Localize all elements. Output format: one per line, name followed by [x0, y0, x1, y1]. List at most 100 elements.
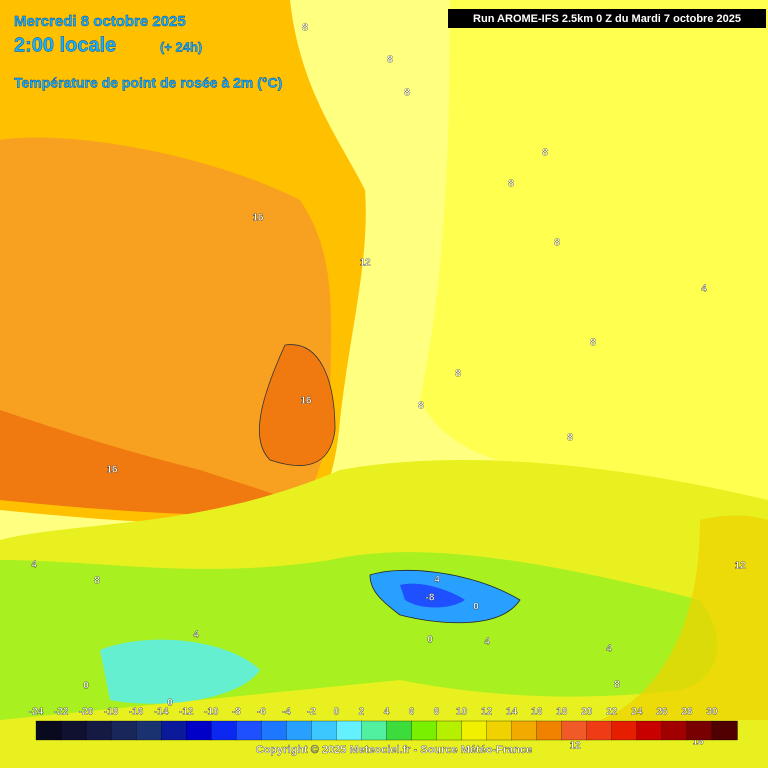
- colorbar-swatch: [536, 720, 563, 741]
- contour-label: 16: [300, 396, 312, 407]
- colorbar-label: -12: [179, 707, 194, 718]
- contour-label: 8: [94, 576, 100, 587]
- colorbar-swatch: [236, 720, 262, 741]
- colorbar-label: 20: [581, 707, 593, 718]
- colorbar-label: 12: [481, 707, 493, 718]
- colorbar-swatch: [436, 720, 463, 741]
- contour-label: 0: [83, 681, 89, 692]
- colorbar-label: 10: [456, 707, 468, 718]
- colorbar-label: -22: [54, 707, 69, 718]
- colorbar-label: -10: [204, 707, 219, 718]
- contour-label: 12: [734, 561, 746, 572]
- contour-label: 0: [167, 698, 173, 709]
- contour-label: 8: [455, 369, 461, 380]
- contour-label: 0: [427, 635, 433, 646]
- colorbar-swatch: [461, 720, 488, 741]
- colorbar-label: 26: [656, 707, 668, 718]
- colorbar-label: -4: [282, 707, 291, 718]
- colorbar-swatch: [336, 720, 363, 741]
- contour-label: 8: [418, 401, 424, 412]
- colorbar-swatch: [611, 720, 638, 741]
- colorbar-swatch: [711, 720, 738, 741]
- colorbar-label: -20: [79, 707, 94, 718]
- colorbar-swatch: [311, 720, 338, 741]
- colorbar-label: -14: [154, 707, 169, 718]
- time: 2:00 locale: [14, 34, 116, 56]
- contour-label: 16: [692, 737, 704, 748]
- colorbar-label: -2: [307, 707, 316, 718]
- colorbar-label: -8: [232, 707, 241, 718]
- colorbar-label: 2: [359, 707, 365, 718]
- colorbar-swatch: [361, 720, 388, 741]
- contour-label: 8: [302, 23, 308, 34]
- contour-label: 8: [614, 680, 620, 691]
- contour-label: 12: [359, 258, 371, 269]
- contour-label: -8: [426, 593, 435, 604]
- contour-label: 16: [252, 213, 264, 224]
- colorbar-label: 24: [631, 707, 643, 718]
- contour-label: 4: [484, 637, 490, 648]
- colorbar-swatch: [686, 720, 713, 741]
- colorbar-label: 8: [434, 707, 440, 718]
- contour-label: 4: [701, 284, 707, 295]
- colorbar-label: -6: [257, 707, 266, 718]
- contour-label: 8: [554, 238, 560, 249]
- contour-label: 4: [193, 630, 199, 641]
- colorbar-swatch: [110, 720, 137, 741]
- colorbar-label: 22: [606, 707, 618, 718]
- copyright: Copyright © 2025 Meteociel.fr - Source M…: [256, 744, 532, 756]
- colorbar-label: 0: [334, 707, 340, 718]
- cold-west: [100, 639, 260, 704]
- contour-label: 8: [542, 148, 548, 159]
- colorbar-label: 4: [384, 707, 390, 718]
- colorbar-swatch: [386, 720, 413, 741]
- contour-label: 8: [590, 338, 596, 349]
- warm-patch: [259, 344, 336, 466]
- sea-warm: [0, 137, 332, 517]
- colorbar-label: -18: [104, 707, 119, 718]
- date: Mercredi 8 octobre 2025: [14, 13, 186, 30]
- east-warm: [600, 515, 768, 720]
- contour-label: 8: [404, 88, 410, 99]
- colorbar-swatch: [35, 720, 62, 741]
- colorbar-swatch: [561, 720, 588, 741]
- contour-label: 4: [434, 575, 440, 586]
- colorbar-label: 28: [681, 707, 693, 718]
- colorbar-swatch: [511, 720, 538, 741]
- contour-label: 8: [508, 179, 514, 190]
- colorbar-swatch: [211, 720, 237, 741]
- contour-label: 0: [473, 602, 479, 613]
- sea-warmest: [0, 410, 310, 515]
- colorbar-label: -16: [129, 707, 144, 718]
- colorbar-label: -24: [29, 707, 44, 718]
- colorbar-label: 6: [409, 707, 415, 718]
- contour-label: 12: [569, 741, 581, 752]
- colorbar-swatch: [186, 720, 212, 741]
- colorbar-swatch: [411, 720, 438, 741]
- variable: Température de point de rosée à 2m (°C): [14, 75, 282, 91]
- colorbar-swatch: [161, 720, 187, 741]
- colorbar-swatch: [586, 720, 613, 741]
- colorbar-swatch: [486, 720, 513, 741]
- inland: [420, 0, 768, 560]
- colorbar-swatch: [261, 720, 288, 741]
- contour-label: 4: [31, 560, 37, 571]
- colorbar-label: 14: [506, 707, 518, 718]
- colorbar-swatch: [636, 720, 663, 741]
- run-box: [448, 9, 766, 28]
- cold-peak: [400, 583, 465, 608]
- colorbar-swatch: [85, 720, 112, 741]
- contour-label: 16: [106, 465, 118, 476]
- colorbar-label: 18: [556, 707, 568, 718]
- lead-time: (+ 24h): [160, 39, 202, 54]
- colorbar-swatch: [286, 720, 313, 741]
- colorbar-swatch: [661, 720, 688, 741]
- colorbar-label: 16: [531, 707, 543, 718]
- colorbar-label: 30: [706, 707, 718, 718]
- colorbar-swatch: [135, 720, 162, 741]
- colorbar-swatch: [60, 720, 87, 741]
- contour-label: 4: [606, 644, 612, 655]
- contour-label: 8: [387, 55, 393, 66]
